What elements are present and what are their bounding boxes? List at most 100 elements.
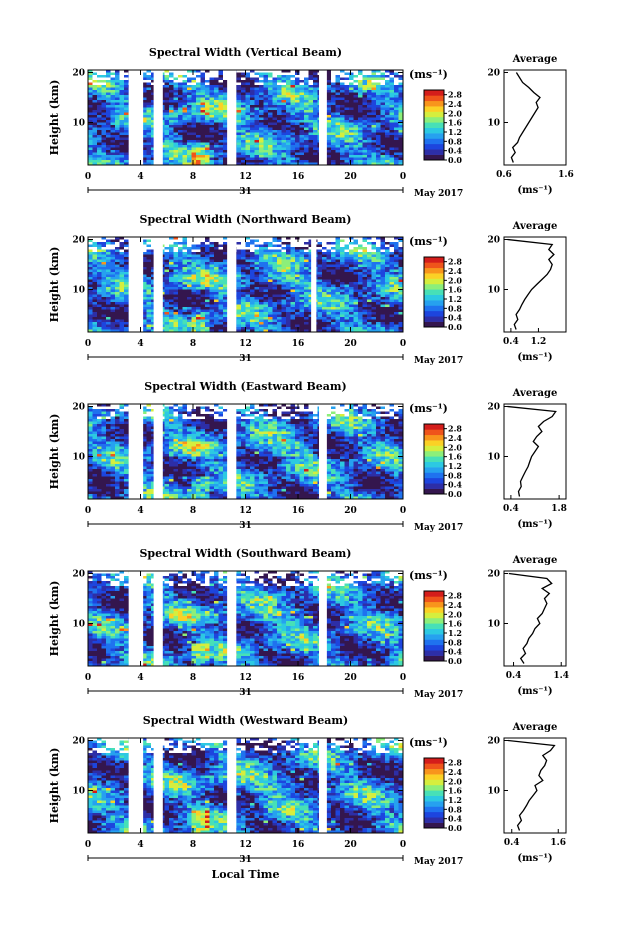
heatmap-cell	[259, 264, 264, 268]
heatmap-cell	[92, 155, 98, 158]
heatmap-cell	[394, 135, 399, 138]
heatmap-cell	[394, 140, 399, 143]
heatmap-cell	[245, 160, 251, 163]
heatmap-cell	[259, 237, 264, 240]
heatmap-cell	[281, 262, 287, 265]
heatmap-cell	[290, 262, 296, 265]
heatmap-cell	[349, 100, 354, 103]
average-y-tick-label: 20	[487, 69, 500, 79]
heatmap-cell	[205, 95, 210, 98]
heatmap-cell	[142, 259, 147, 263]
heatmap-cell	[272, 132, 278, 136]
heatmap-cell	[214, 75, 219, 78]
heatmap-cell	[101, 110, 107, 113]
heatmap-cell	[380, 107, 386, 111]
heatmap-cell	[376, 75, 381, 78]
heatmap-cell	[200, 130, 206, 133]
heatmap-cell	[268, 82, 273, 86]
heatmap-cell	[164, 127, 170, 131]
heatmap-cell	[286, 304, 291, 308]
heatmap-cell	[308, 237, 314, 240]
heatmap-cell	[394, 85, 399, 88]
heatmap-cell	[209, 247, 215, 250]
heatmap-cell	[241, 279, 246, 283]
heatmap-cell	[119, 162, 125, 166]
heatmap-cell	[268, 90, 273, 93]
heatmap-cell	[353, 130, 359, 133]
heatmap-cell	[322, 237, 327, 240]
heatmap-cell	[367, 87, 372, 91]
heatmap-cell	[394, 82, 399, 86]
heatmap-cell	[268, 132, 273, 136]
heatmap-cell	[106, 257, 111, 260]
heatmap-cell	[268, 289, 273, 293]
heatmap-cell	[340, 259, 345, 263]
heatmap-cell	[200, 292, 206, 295]
heatmap-cell	[124, 309, 129, 313]
heatmap-cell	[272, 292, 278, 295]
heatmap-cell	[178, 72, 183, 76]
heatmap-cell	[245, 72, 251, 76]
heatmap-cell	[182, 85, 188, 88]
heatmap-cell	[124, 254, 129, 258]
heatmap-cell	[191, 110, 197, 113]
heatmap-cell	[331, 132, 336, 136]
heatmap-cell	[281, 110, 287, 113]
heatmap-cell	[322, 289, 327, 293]
heatmap-cell	[245, 267, 251, 270]
heatmap-cell	[290, 140, 296, 143]
heatmap-cell	[272, 304, 278, 308]
heatmap-cell	[92, 105, 98, 108]
heatmap-cell	[142, 254, 147, 258]
heatmap-cell	[142, 237, 147, 240]
heatmap-cell	[110, 257, 116, 260]
heatmap-cell	[110, 284, 116, 288]
heatmap-cell	[169, 299, 174, 303]
heatmap-cell	[299, 257, 305, 260]
heatmap-cell	[353, 150, 359, 153]
heatmap-cell	[394, 244, 399, 248]
heatmap-cell	[286, 127, 291, 131]
heatmap-cell	[196, 127, 201, 131]
heatmap-cell	[142, 130, 147, 133]
heatmap-cell	[362, 155, 368, 158]
heatmap-cell	[119, 244, 125, 248]
heatmap-cell	[200, 97, 206, 101]
heatmap-cell	[164, 152, 170, 156]
heatmap-cell	[173, 107, 179, 111]
heatmap-cell	[191, 115, 197, 118]
heatmap-cell	[106, 279, 111, 283]
heatmap-cell	[371, 120, 377, 123]
heatmap-cell	[88, 125, 93, 128]
heatmap-cell	[92, 277, 98, 280]
heatmap-cell	[205, 117, 210, 121]
heatmap-cell	[182, 92, 188, 96]
heatmap-cell	[236, 287, 242, 290]
heatmap-cell	[250, 80, 255, 83]
heatmap-cell	[326, 145, 332, 148]
heatmap-cell	[200, 120, 206, 123]
heatmap-cell	[101, 77, 107, 81]
heatmap-cell	[344, 247, 350, 250]
heatmap-cell	[263, 314, 269, 318]
heatmap-cell	[151, 120, 156, 123]
heatmap	[88, 237, 404, 333]
heatmap-cell	[250, 297, 255, 300]
heatmap-cell	[358, 257, 363, 260]
heatmap-cell	[223, 140, 228, 143]
heatmap-cell	[344, 302, 350, 305]
heatmap-cell	[101, 90, 107, 93]
heatmap-cell	[344, 292, 350, 295]
heatmap-cell	[295, 259, 300, 263]
heatmap-cell	[110, 142, 116, 146]
heatmap-cell	[191, 314, 197, 318]
heatmap-cell	[385, 309, 390, 313]
heatmap-cell	[367, 312, 372, 315]
heatmap-cell	[304, 289, 309, 293]
heatmap-cell	[380, 142, 386, 146]
heatmap-cell	[245, 92, 251, 96]
heatmap-cell	[308, 140, 314, 143]
heatmap-cell	[353, 297, 359, 300]
heatmap-cell	[394, 122, 399, 126]
heatmap-cell	[187, 309, 192, 313]
